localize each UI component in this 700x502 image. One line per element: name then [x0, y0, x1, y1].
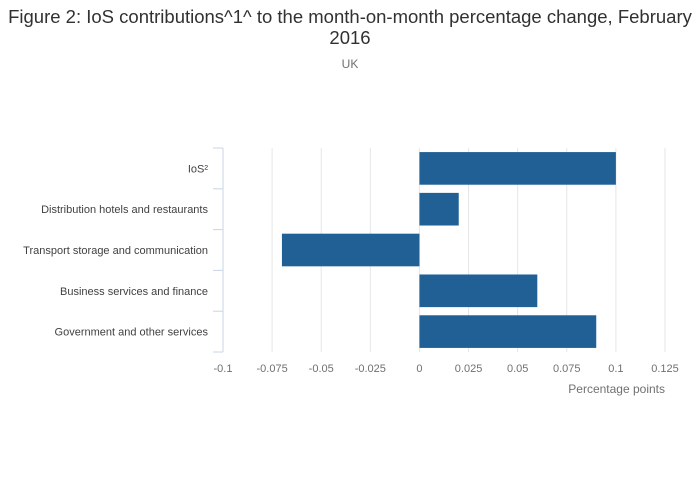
chart-title: Figure 2: IoS contributions^1^ to the mo…	[8, 6, 692, 48]
bar	[419, 315, 597, 348]
category-labels: IoS² Distribution hotels and restaurants T…	[23, 163, 208, 338]
x-tick-label: -0.075	[257, 363, 288, 375]
y-axis	[213, 147, 224, 353]
x-tick-labels: -0.1 -0.075 -0.05 -0.025 0 0.025 0.05 0.075 0.1 0…	[214, 363, 679, 375]
category-label: Government and other services	[55, 327, 209, 339]
bar	[419, 152, 616, 185]
x-tick-label: 0.075	[553, 363, 581, 375]
x-tick-label: -0.1	[214, 363, 233, 375]
bar	[281, 233, 420, 267]
category-label: IoS²	[188, 163, 209, 175]
x-tick-label: 0.125	[651, 363, 679, 375]
x-tick-label: 0	[416, 363, 422, 375]
x-tick-label: 0.05	[507, 363, 528, 375]
bar	[419, 274, 538, 308]
category-label: Business services and finance	[60, 286, 208, 298]
x-tick-label: 0.025	[455, 363, 483, 375]
category-label: Distribution hotels and restaurants	[41, 204, 208, 216]
x-tick-label: 0.1	[608, 363, 623, 375]
bar	[419, 192, 459, 226]
x-axis-title: Percentage points	[568, 382, 665, 396]
x-tick-label: -0.05	[309, 363, 334, 375]
category-label: Transport storage and communication	[23, 245, 208, 257]
bars	[281, 152, 616, 348]
x-tick-label: -0.025	[355, 363, 386, 375]
chart-subtitle: UK	[341, 57, 359, 71]
